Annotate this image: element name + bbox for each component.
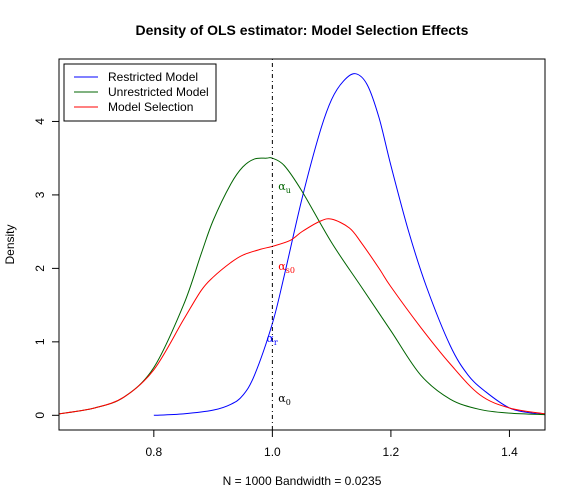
y-tick-label: 0 xyxy=(33,412,47,419)
x-axis: 0.8 1.0 1.2 1.4 xyxy=(145,429,518,459)
plot-lines xyxy=(59,73,545,416)
annotation-symbol: α xyxy=(278,180,286,193)
annotation-subscript: 0 xyxy=(286,398,291,407)
y-axis: 0 1 2 3 4 xyxy=(33,118,60,419)
chart-title: Density of OLS estimator: Model Selectio… xyxy=(136,22,469,38)
annotation-subscript: r xyxy=(274,338,278,347)
x-tick-label: 1.0 xyxy=(264,445,281,459)
x-tick-label: 0.8 xyxy=(145,445,162,459)
y-axis-label: Density xyxy=(3,224,17,264)
series-line-1 xyxy=(59,157,545,416)
y-tick-label: 1 xyxy=(33,338,47,345)
alpha-annotation: α0 xyxy=(278,392,291,407)
y-tick-label: 4 xyxy=(33,118,47,125)
x-tick-label: 1.2 xyxy=(383,445,400,459)
annotation-symbol: α xyxy=(266,332,274,345)
series-line-2 xyxy=(59,218,545,415)
x-axis-label: N = 1000 Bandwidth = 0.0235 xyxy=(223,474,382,488)
annotation-subscript: s0 xyxy=(286,266,295,275)
annotation-symbol: α xyxy=(278,260,286,273)
x-tick-label: 1.4 xyxy=(501,445,518,459)
alpha-annotation: αu xyxy=(278,180,291,195)
alpha-annotation: αr xyxy=(266,332,277,347)
alpha-annotation: αs0 xyxy=(278,260,295,275)
y-tick-label: 3 xyxy=(33,191,47,198)
y-tick-label: 2 xyxy=(33,265,47,272)
legend-label: Model Selection xyxy=(108,100,193,114)
series-line-0 xyxy=(153,73,545,416)
legend-label: Restricted Model xyxy=(108,70,198,84)
annotation-symbol: α xyxy=(278,392,286,405)
annotation-subscript: u xyxy=(286,186,291,195)
legend-label: Unrestricted Model xyxy=(108,85,209,99)
